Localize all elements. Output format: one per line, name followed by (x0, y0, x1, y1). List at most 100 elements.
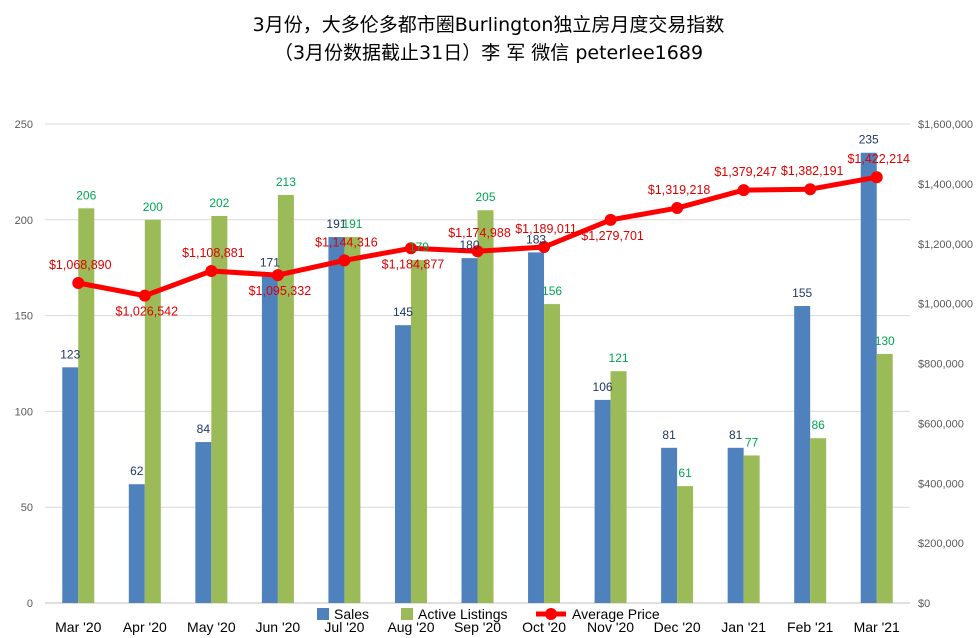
price-data-label: $1,108,881 (182, 246, 245, 260)
chart-title: 3月份，大多伦多都市圈Burlington独立房月度交易指数 (252, 14, 725, 36)
y-left-tick-label: 0 (27, 598, 33, 610)
x-category-label: Oct '20 (522, 619, 566, 635)
listings-data-label: 179 (409, 240, 429, 254)
listings-data-label: 77 (745, 435, 759, 449)
price-point (471, 245, 484, 258)
listings-bar (277, 194, 294, 603)
listings-data-label: 213 (276, 175, 296, 189)
price-data-label: $1,189,011 (515, 222, 577, 236)
y-right-tick-label: $400,000 (918, 478, 964, 490)
price-point (538, 241, 551, 254)
price-point (737, 184, 750, 197)
sales-data-label: 106 (593, 380, 613, 394)
sales-bar (594, 399, 611, 603)
x-category-label: Apr '20 (123, 619, 167, 635)
legend-price-label: Average Price (572, 606, 660, 622)
x-category-label: Jul '20 (324, 619, 364, 635)
listings-data-label: 202 (209, 196, 229, 210)
price-data-label: $1,422,214 (847, 152, 910, 166)
price-data-label: $1,174,988 (448, 226, 511, 240)
chart-subtitle: （3月份数据截止31日）李 军 微信 peterlee1689 (273, 42, 704, 64)
price-point (404, 242, 417, 255)
y-left-tick-label: 50 (21, 502, 33, 514)
sales-data-label: 191 (326, 217, 346, 231)
price-point (72, 277, 85, 290)
listings-bar (677, 486, 694, 603)
price-data-label: $1,382,191 (781, 164, 844, 178)
sales-bar (727, 447, 744, 603)
price-data-label: $1,026,542 (116, 305, 179, 319)
y-left-tick-label: 250 (15, 119, 33, 131)
listings-data-label: 86 (812, 418, 826, 432)
price-data-label: $1,279,701 (581, 229, 644, 243)
sales-bar (794, 306, 811, 603)
y-right-tick-label: $0 (918, 598, 930, 610)
x-category-label: Nov '20 (587, 619, 634, 635)
sales-bar (261, 275, 278, 603)
sales-data-label: 84 (197, 422, 211, 436)
listings-bar (743, 455, 760, 603)
price-data-label: $1,095,332 (249, 284, 312, 298)
sales-bar (528, 252, 545, 603)
listings-data-label: 191 (342, 217, 362, 231)
sales-data-label: 81 (729, 428, 743, 442)
legend-sales-label: Sales (334, 606, 369, 622)
price-point (671, 202, 684, 215)
y-left-tick-label: 100 (15, 406, 33, 418)
x-category-label: Mar '20 (55, 619, 101, 635)
x-category-label: May '20 (187, 619, 236, 635)
sales-data-label: 145 (393, 305, 413, 319)
listings-bar (78, 208, 95, 603)
listings-data-label: 130 (875, 334, 895, 348)
listings-bar (410, 260, 427, 603)
y-right-tick-label: $1,000,000 (918, 299, 973, 311)
sales-data-label: 123 (60, 347, 80, 361)
price-data-label: $1,379,247 (714, 165, 777, 179)
x-category-label: Sep '20 (454, 619, 501, 635)
listings-bar (610, 371, 627, 603)
legend-sales-swatch (317, 608, 329, 620)
sales-data-label: 81 (662, 428, 676, 442)
sales-bar (128, 484, 145, 603)
x-category-label: Mar '21 (854, 619, 900, 635)
listings-bar (876, 353, 893, 603)
listings-data-label: 205 (475, 190, 495, 204)
sales-bar (394, 325, 411, 603)
x-category-label: Aug '20 (387, 619, 434, 635)
price-point (271, 269, 284, 282)
price-data-label: $1,144,316 (315, 235, 378, 249)
listings-bar (344, 237, 361, 603)
sales-bar (195, 442, 212, 603)
sales-data-label: 171 (260, 255, 280, 269)
x-category-label: Feb '21 (787, 619, 833, 635)
listings-data-label: 121 (609, 351, 629, 365)
legend-listings-label: Active Listings (418, 606, 507, 622)
listings-data-label: 200 (143, 200, 163, 214)
listings-bar (144, 219, 161, 604)
sales-data-label: 155 (792, 286, 812, 300)
price-point (804, 183, 817, 196)
listings-bar (544, 304, 561, 603)
x-category-label: Jan '21 (721, 619, 766, 635)
y-right-tick-label: $200,000 (918, 538, 964, 550)
legend-listings-swatch (401, 608, 413, 620)
y-right-tick-label: $1,200,000 (918, 239, 973, 251)
price-point (205, 265, 218, 278)
y-right-tick-label: $1,400,000 (918, 179, 973, 191)
price-data-label: $1,319,218 (648, 183, 711, 197)
x-category-label: Jun '20 (256, 619, 301, 635)
listings-bar (477, 210, 494, 603)
price-point (338, 254, 351, 267)
sales-bar (461, 258, 478, 603)
price-point (870, 171, 883, 184)
listings-data-label: 206 (76, 188, 96, 202)
sales-data-label: 235 (859, 133, 879, 147)
listings-bar (810, 438, 827, 603)
listings-data-label: 61 (678, 466, 692, 480)
y-right-tick-label: $600,000 (918, 418, 964, 430)
listings-data-label: 156 (542, 284, 562, 298)
x-category-label: Dec '20 (654, 619, 701, 635)
sales-data-label: 183 (526, 232, 546, 246)
